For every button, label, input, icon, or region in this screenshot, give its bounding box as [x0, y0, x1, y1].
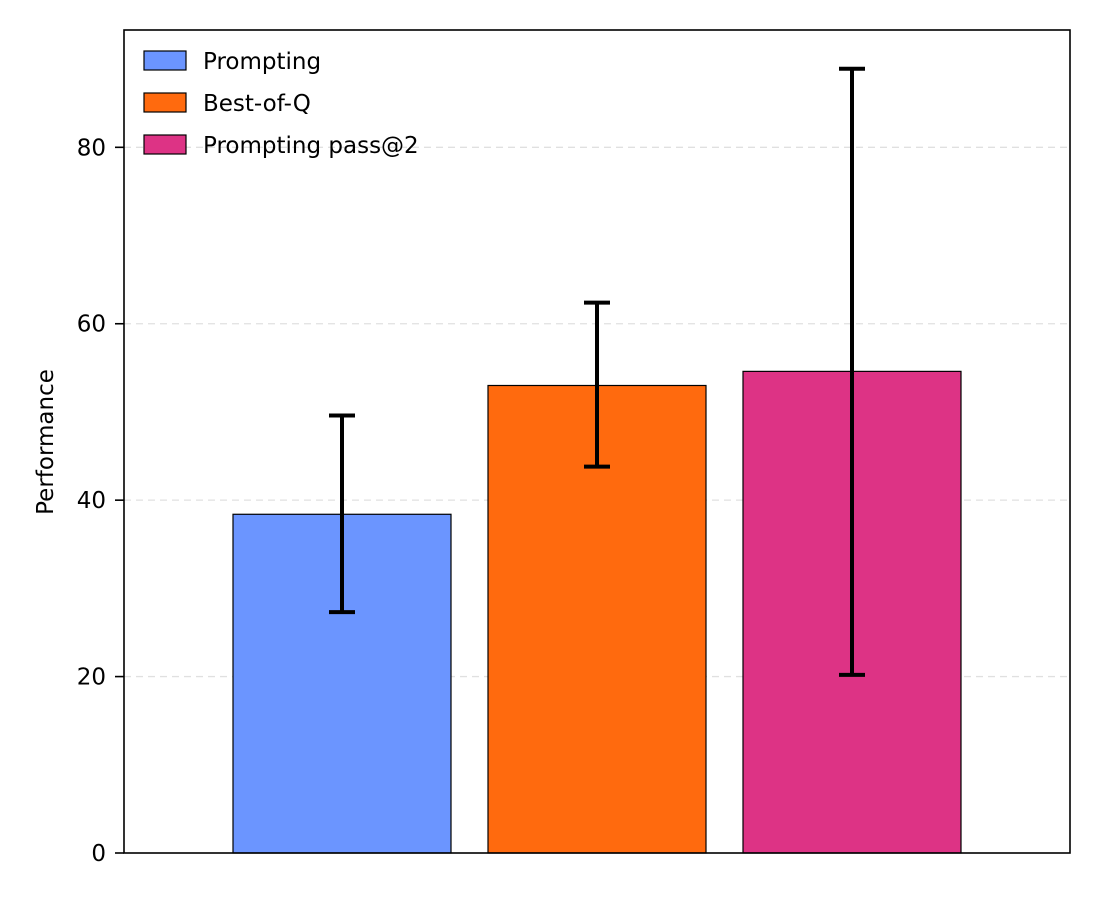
- y-axis-label: Performance: [33, 369, 59, 515]
- legend-swatch-1: [143, 50, 187, 71]
- y-tick-label: 0: [91, 841, 106, 867]
- y-tick-label: 40: [77, 488, 106, 514]
- legend-swatch-2: [143, 92, 187, 113]
- legend-label-3: Prompting pass@2: [203, 133, 419, 159]
- legend: Prompting Best-of-Q Prompting pass@2: [143, 49, 419, 159]
- legend-label-2: Best-of-Q: [203, 91, 311, 117]
- axes: 0 20 40 60 80: [77, 29, 1071, 867]
- legend-label-1: Prompting: [203, 49, 321, 75]
- legend-swatch-3: [143, 134, 187, 155]
- error-bars: [329, 66, 865, 677]
- y-tick-label: 60: [77, 312, 106, 338]
- y-tick-label: 80: [77, 135, 106, 161]
- y-tick-label: 20: [77, 665, 106, 691]
- plot-frame: [123, 29, 1071, 854]
